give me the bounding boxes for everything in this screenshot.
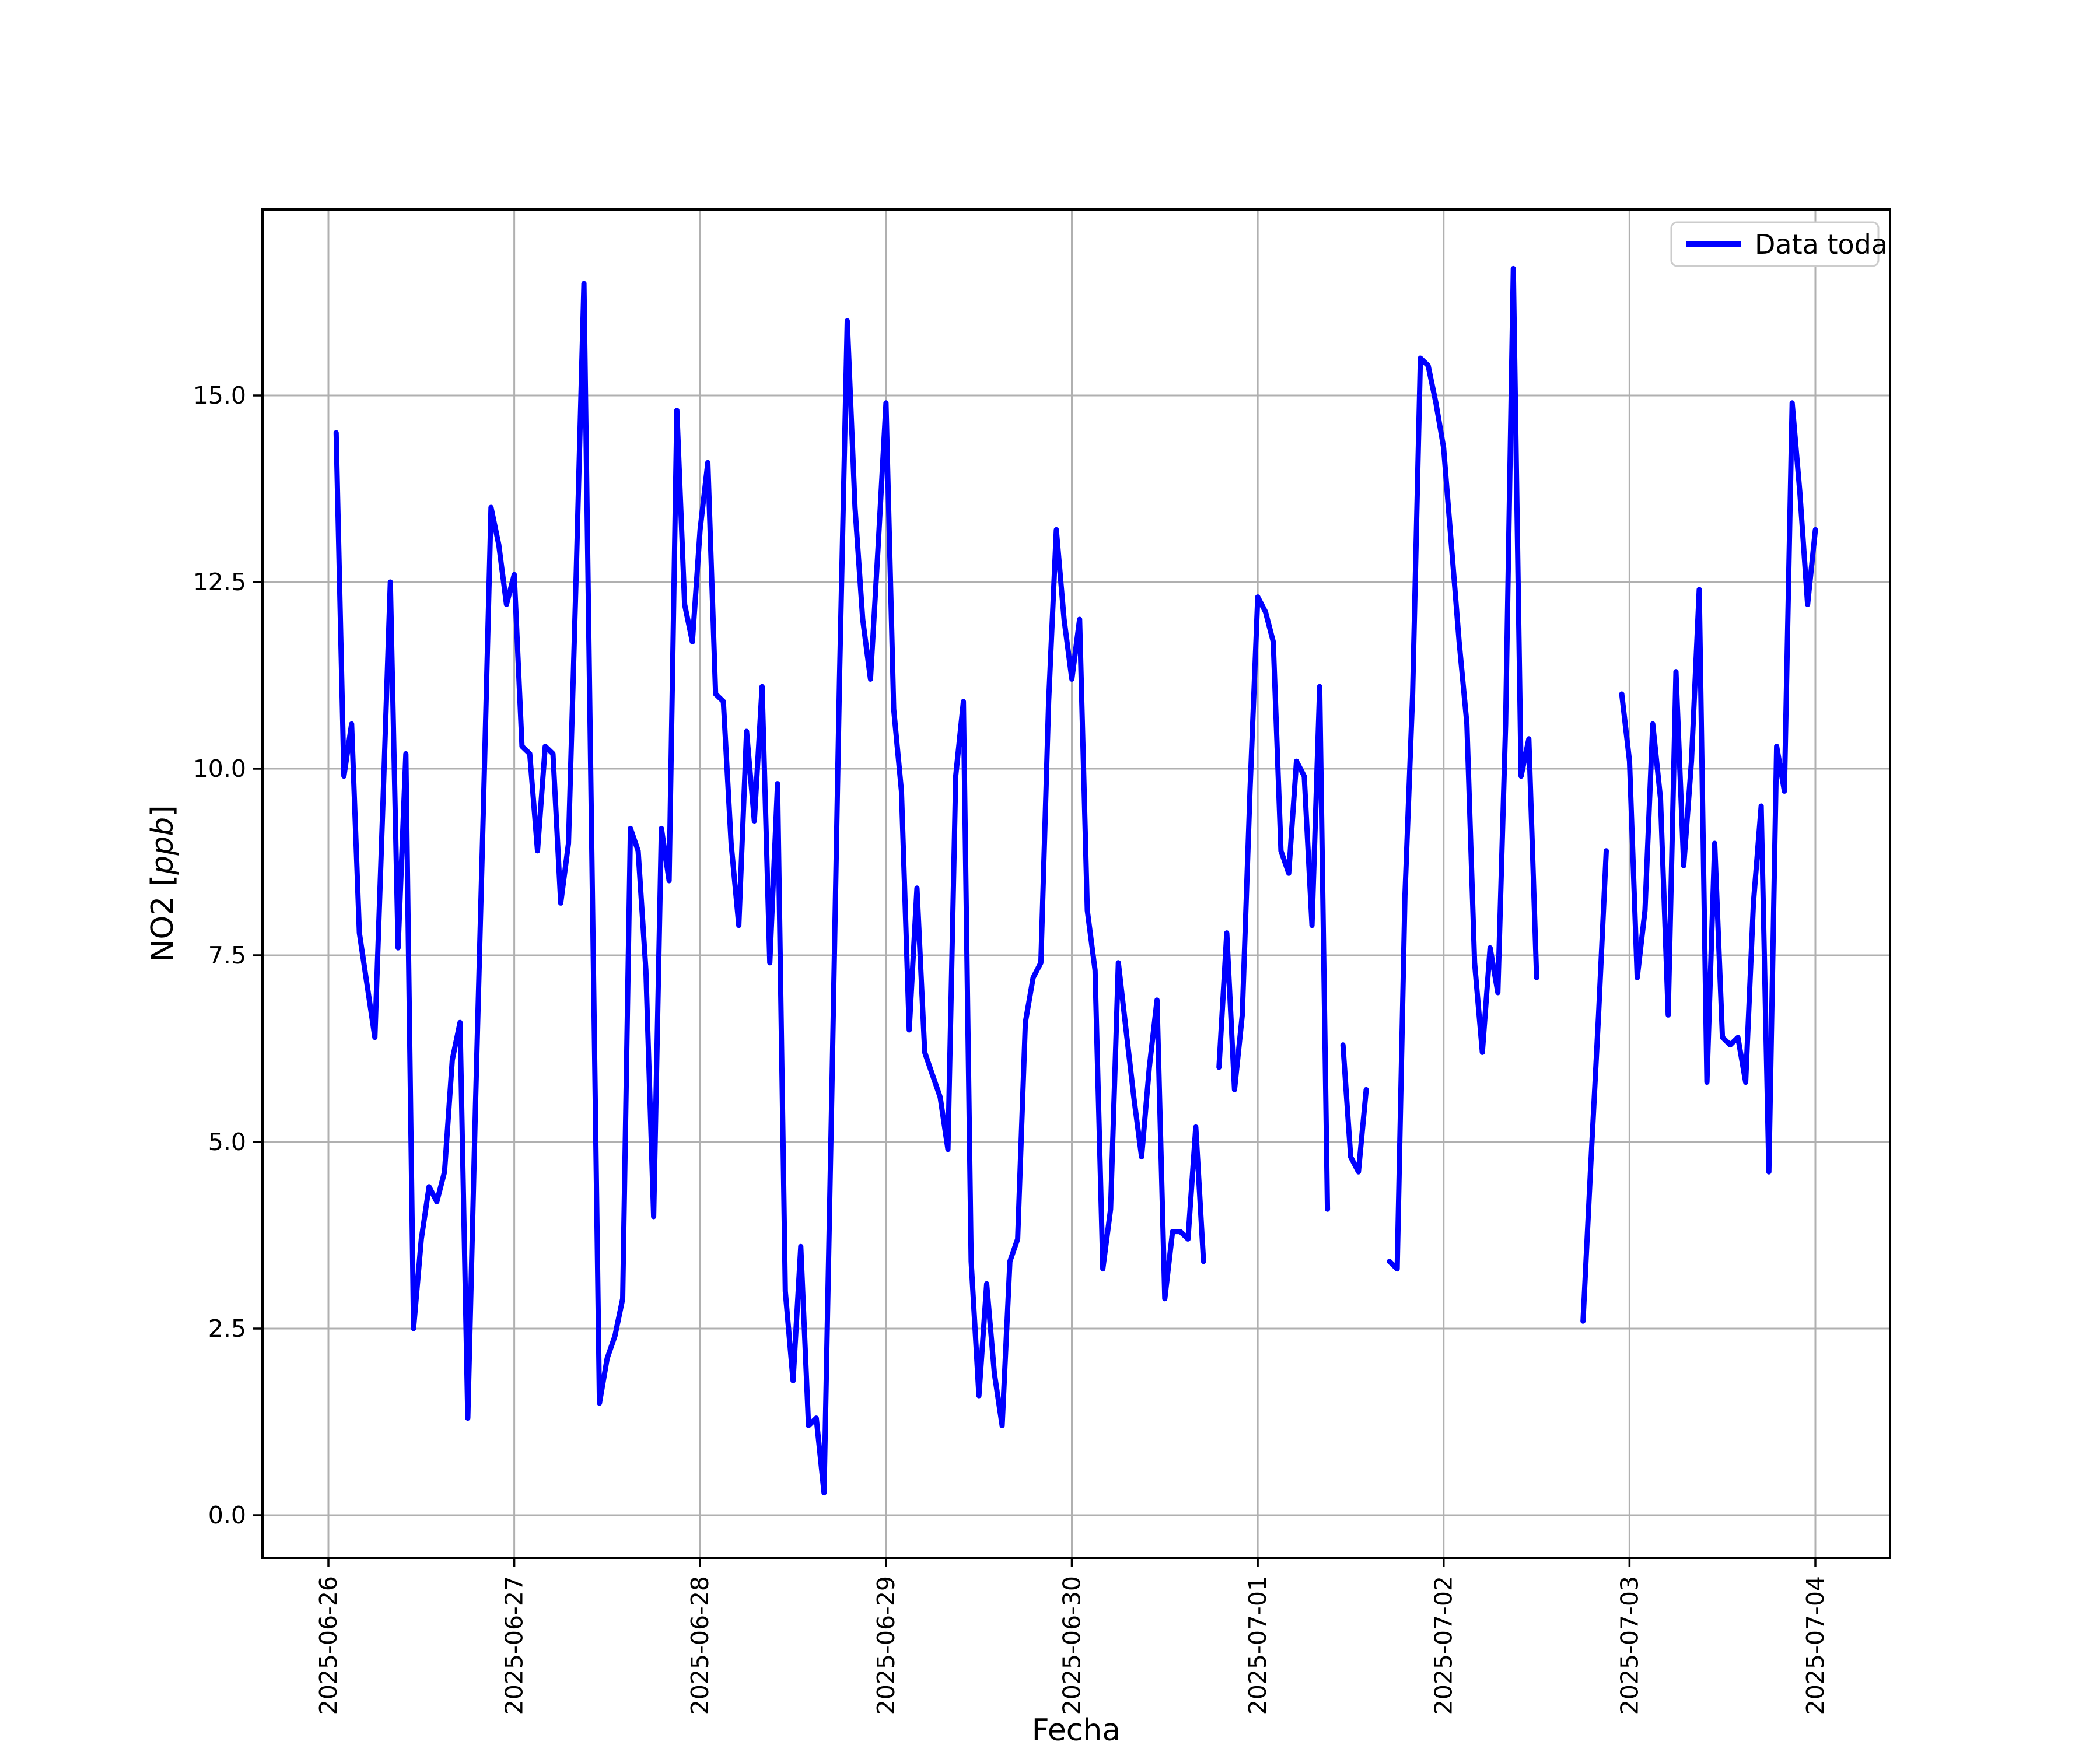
y-tick-labels: 0.0 2.5 5.0 7.5 10.0 12.5 15.0 [193, 381, 246, 1529]
x-tick-label: 2025-07-03 [1615, 1576, 1643, 1715]
y-tick-label: 7.5 [208, 941, 246, 969]
tick-marks [253, 394, 1817, 1567]
x-tick-label: 2025-06-26 [314, 1576, 342, 1715]
y-axis-label-prefix: NO2 [ [145, 875, 180, 962]
x-tick-label: 2025-06-29 [872, 1576, 900, 1715]
y-tick-label: 5.0 [208, 1128, 246, 1156]
x-tick-label: 2025-06-27 [501, 1576, 528, 1715]
legend-box [1670, 221, 1880, 267]
x-tick-label: 2025-07-01 [1244, 1576, 1272, 1715]
axes-frame [261, 208, 1891, 1559]
y-axis-label-suffix: ] [145, 805, 180, 817]
y-tick-label: 15.0 [193, 381, 246, 409]
y-axis-label: NO2 [ppb] [145, 805, 180, 962]
x-tick-labels: 2025-06-26 2025-06-27 2025-06-28 2025-06-29… [314, 1576, 1829, 1715]
y-tick-label: 12.5 [193, 568, 246, 596]
legend[interactable]: Data toda [1670, 221, 1888, 267]
x-tick-label: 2025-07-02 [1430, 1576, 1458, 1715]
y-axis-label-units: ppb [145, 817, 180, 875]
x-axis-label: Fecha [1032, 1713, 1121, 1748]
x-tick-label: 2025-06-28 [686, 1576, 714, 1715]
grid [262, 209, 1890, 1558]
y-tick-label: 10.0 [193, 755, 246, 783]
plot-area [262, 209, 1890, 1558]
x-tick-label: 2025-07-04 [1801, 1576, 1829, 1715]
x-tick-label: 2025-06-30 [1058, 1576, 1086, 1715]
data-series-line [333, 265, 1818, 1496]
y-tick-label: 0.0 [208, 1501, 246, 1529]
legend-label: Data toda [1755, 229, 1888, 260]
y-tick-label: 2.5 [208, 1315, 246, 1343]
